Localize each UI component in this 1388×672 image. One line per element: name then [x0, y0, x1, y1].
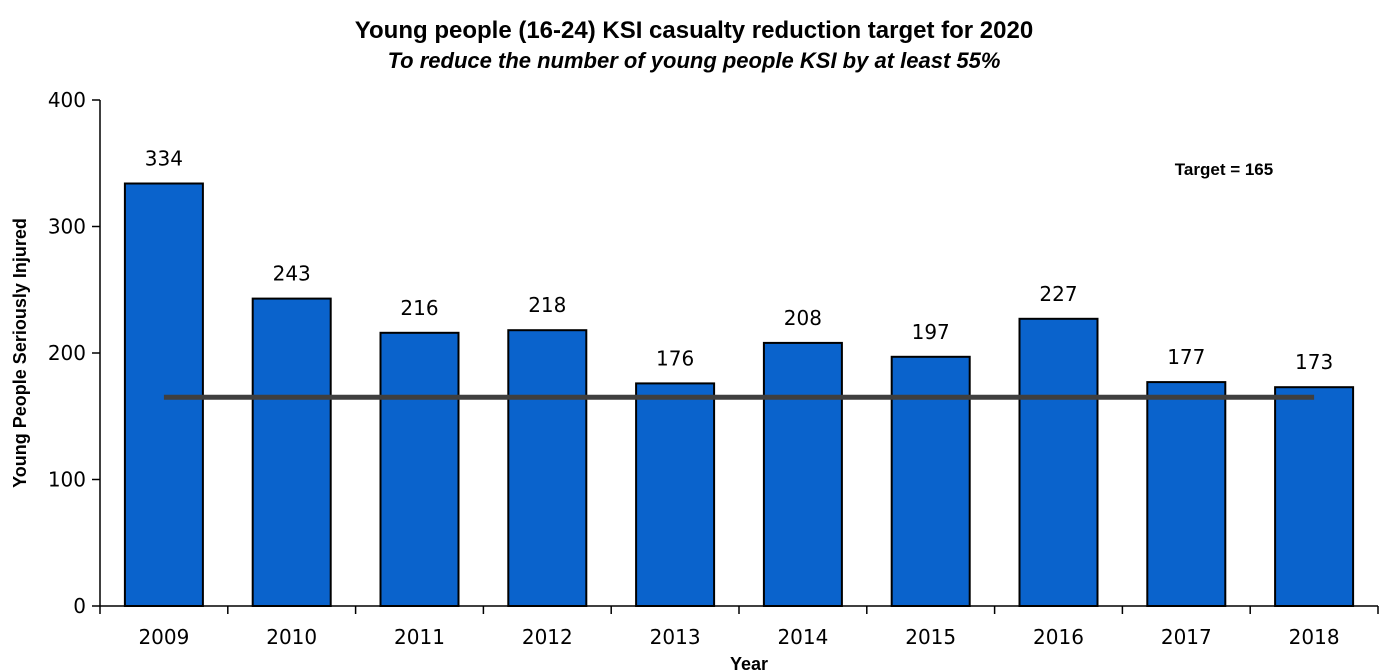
x-tick-label-2010: 2010: [266, 625, 317, 649]
data-label-2015: 197: [912, 320, 950, 344]
bar-2013: [635, 382, 716, 607]
data-label-2013: 176: [656, 346, 694, 370]
bar-2014: [762, 341, 843, 607]
labels-layer: 334 2009 243 2010 216 2011 218 2012 176 2013 208 20…: [48, 88, 1340, 649]
target-annotation: Target = 165: [1175, 160, 1273, 179]
bar-2009: [123, 182, 204, 607]
y-tick-label-200: 200: [48, 341, 86, 365]
x-tick-label-2012: 2012: [522, 625, 573, 649]
data-label-2011: 216: [400, 296, 438, 320]
y-tick-label-400: 400: [48, 88, 86, 112]
x-tick-label-2016: 2016: [1033, 625, 1084, 649]
x-tick-label-2014: 2014: [777, 625, 828, 649]
x-tick-label-2011: 2011: [394, 625, 445, 649]
bar-2011: [379, 331, 460, 607]
bar-2012: [507, 329, 588, 607]
x-axis-title: Year: [730, 654, 768, 672]
x-tick-label-2015: 2015: [905, 625, 956, 649]
bar-2018: [1274, 386, 1355, 608]
bar-2016: [1018, 317, 1099, 607]
bars-layer: [123, 182, 1355, 608]
data-label-2016: 227: [1039, 282, 1077, 306]
x-tick-label-2018: 2018: [1289, 625, 1340, 649]
data-label-2010: 243: [273, 262, 311, 286]
data-label-2012: 218: [528, 293, 566, 317]
x-tick-label-2017: 2017: [1161, 625, 1212, 649]
axes-layer: [92, 99, 1379, 614]
chart-title: Young people (16-24) KSI casualty reduct…: [355, 17, 1033, 44]
data-label-2017: 177: [1167, 345, 1205, 369]
y-tick-label-300: 300: [48, 215, 86, 239]
bar-2010: [251, 297, 332, 607]
bar-2017: [1146, 381, 1227, 607]
y-axis-title: Young People Seriously Injured: [10, 218, 30, 488]
bar-2015: [890, 355, 971, 607]
chart-subtitle: To reduce the number of young people KSI…: [388, 48, 1001, 73]
data-label-2018: 173: [1295, 350, 1333, 374]
data-label-2014: 208: [784, 306, 822, 330]
x-tick-label-2009: 2009: [138, 625, 189, 649]
data-label-2009: 334: [145, 147, 183, 171]
y-tick-label-0: 0: [73, 594, 86, 618]
y-tick-label-100: 100: [48, 468, 86, 492]
x-tick-label-2013: 2013: [650, 625, 701, 649]
